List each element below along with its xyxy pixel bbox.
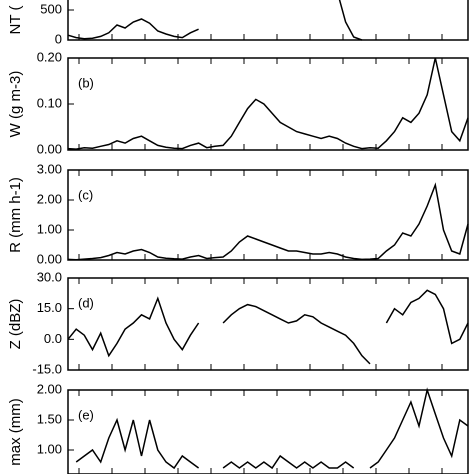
data-line [67,0,363,41]
y-tick-label: 0.20 [37,49,62,64]
panel-label: (c) [78,187,93,202]
y-tick-label: 1.00 [37,221,62,236]
data-line [67,182,469,261]
axes-frame [67,0,469,41]
y-tick-label: 2.00 [37,191,62,206]
y-tick-label: 1.50 [37,411,62,426]
y-tick-label: -15.0 [32,361,62,376]
y-tick-label: 2.00 [37,381,62,396]
y-tick-label: 30.0 [37,269,62,284]
panel-label: (b) [78,75,94,90]
axes-frame [67,169,469,261]
y-axis-label: W (g m-3) [7,71,24,138]
y-tick-label: 1.00 [37,441,62,456]
data-line [75,387,469,470]
panel-label: (e) [78,407,94,422]
y-axis-label: Z (dBZ) [7,299,24,350]
axes-frame [67,389,469,474]
y-axis-label: max (mm) [7,398,24,466]
y-axis-label: NT ( [7,6,24,35]
y-tick-label: 15.0 [37,300,62,315]
y-tick-label: 3.00 [37,161,62,176]
panel-label: (d) [78,295,94,310]
data-line [67,57,469,150]
y-tick-label: 0 [55,31,62,46]
y-axis-label: R (mm h-1) [7,177,24,253]
axes-frame [67,277,469,371]
y-tick-label: 500 [40,1,62,16]
y-tick-label: 0.0 [44,331,62,346]
y-tick-label: 0.00 [37,141,62,156]
y-tick-label: 0.00 [37,251,62,266]
data-line [67,289,469,365]
y-tick-label: 0.10 [37,95,62,110]
axes-frame [67,57,469,151]
